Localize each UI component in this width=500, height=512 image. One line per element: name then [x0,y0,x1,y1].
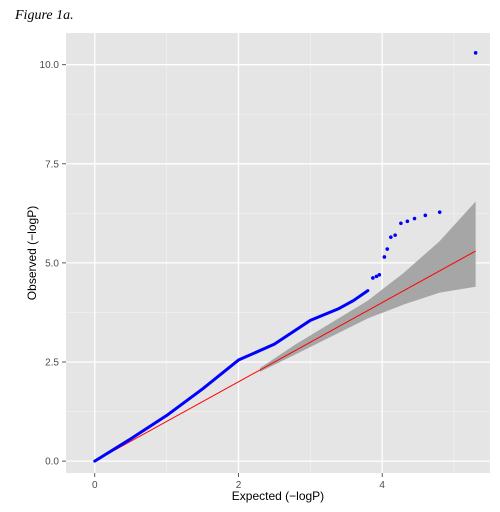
y-tick-label: 5.0 [45,258,59,269]
data-point [405,219,410,224]
y-tick-label: 7.5 [45,159,59,170]
confidence-band [260,201,476,372]
y-axis-title: Observed (−logP) [25,206,39,300]
data-point [437,210,442,214]
x-axis-ticks: 0 2 4 [92,473,385,491]
x-axis-title: Expected (−logP) [232,489,324,503]
data-point [423,213,428,218]
observed-points [371,51,478,280]
data-point [385,247,390,251]
y-tick-label: 10.0 [40,60,60,71]
x-tick-label: 2 [236,480,242,491]
reference-line [94,250,476,462]
x-tick-label: 0 [92,480,98,491]
y-tick-label: 0.0 [45,457,59,468]
data-point [377,273,382,277]
y-axis-ticks: 0.0 2.5 5.0 7.5 10.0 [40,60,66,468]
data-point [371,276,375,280]
data-point [393,233,397,237]
observed-points-dense [93,289,370,463]
data-point [473,51,478,55]
data-point [374,274,379,279]
data-point [382,255,387,259]
data-point [412,216,417,221]
x-tick-label: 4 [379,480,385,491]
plot-background [66,33,490,473]
data-point [399,221,403,226]
minor-gridlines [66,33,490,473]
figure-label: Figure 1a. [15,8,74,23]
y-tick-label: 2.5 [45,358,59,369]
data-point [389,235,393,239]
